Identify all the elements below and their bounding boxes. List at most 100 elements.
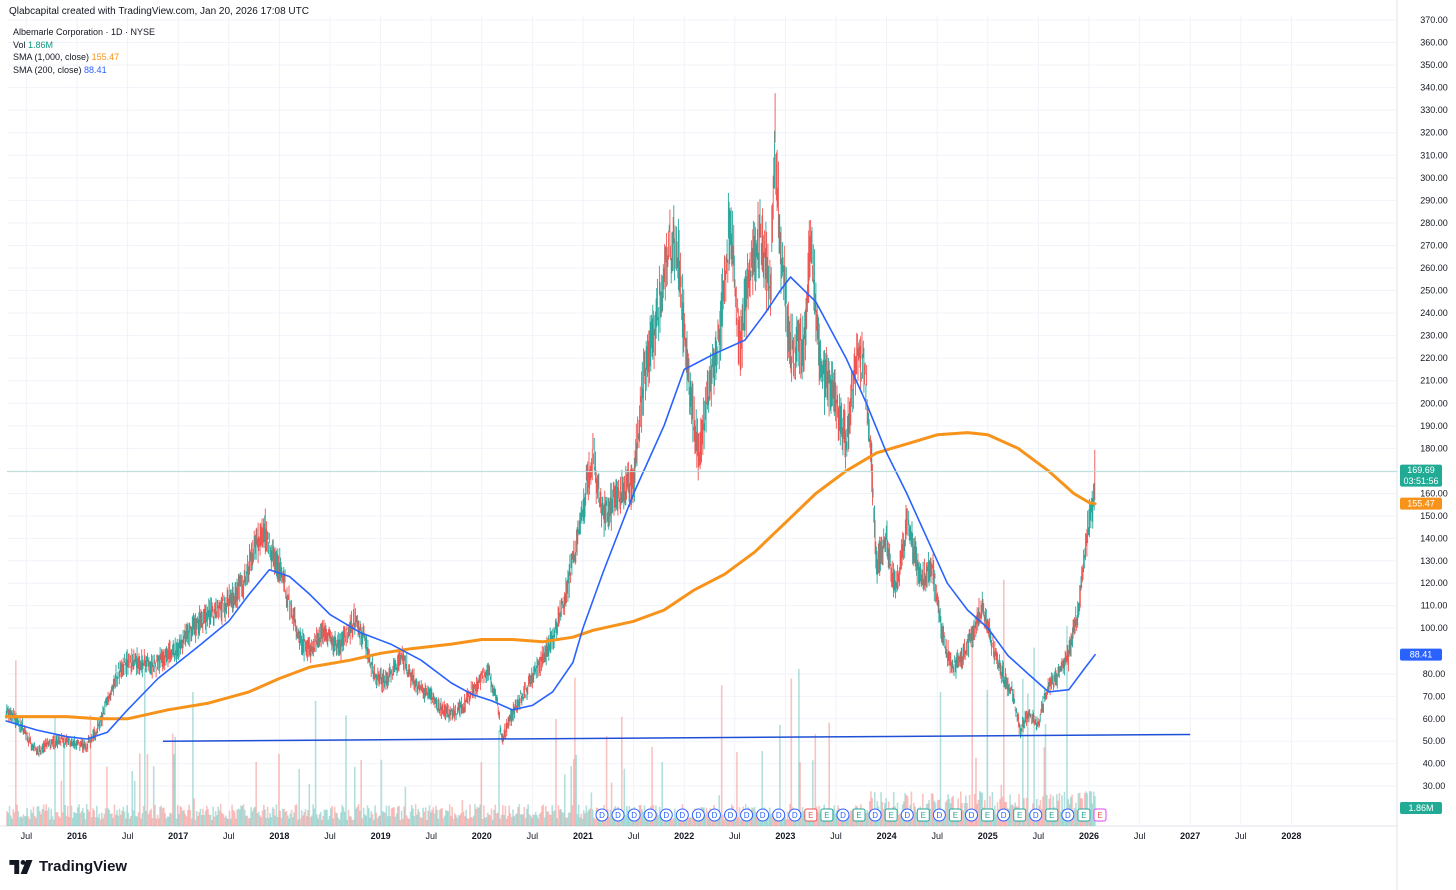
- volume-bar: [557, 805, 560, 826]
- volume-bar: [386, 816, 389, 826]
- x-tick-label: 2019: [371, 831, 391, 841]
- support-trend-line[interactable]: [163, 733, 1191, 742]
- dividend-marker[interactable]: D: [627, 808, 641, 822]
- earnings-marker[interactable]: E: [1077, 808, 1091, 822]
- volume-bar: [547, 811, 550, 826]
- volume-bar: [203, 814, 206, 826]
- volume-bars: [6, 579, 1096, 826]
- dividend-marker[interactable]: D: [964, 808, 978, 822]
- tradingview-brand[interactable]: TradingView: [9, 858, 127, 875]
- sma1000-badge[interactable]: 155.47: [1400, 497, 1442, 510]
- volume-bar: [314, 700, 317, 826]
- y-tick-label: 30.00: [1423, 781, 1446, 791]
- volume-bar: [275, 804, 278, 826]
- earnings-marker[interactable]: E: [804, 808, 818, 822]
- dividend-marker[interactable]: D: [740, 808, 754, 822]
- dividend-marker[interactable]: D: [868, 808, 882, 822]
- marker-shape: [1013, 808, 1027, 822]
- dividend-marker[interactable]: D: [788, 808, 802, 822]
- volume-bar: [424, 807, 427, 826]
- volume-bar: [481, 819, 484, 826]
- dividend-marker[interactable]: D: [707, 808, 721, 822]
- volume-bar: [145, 810, 147, 826]
- marker-shape: [1093, 808, 1107, 822]
- volume-bar: [708, 819, 710, 826]
- volume-legend[interactable]: Vol 1.86M: [13, 39, 155, 52]
- volume-bar: [151, 818, 154, 826]
- sma200-legend[interactable]: SMA (200, close) 88.41: [13, 64, 155, 77]
- sma200-line[interactable]: [5, 276, 1096, 740]
- volume-bar: [577, 804, 580, 826]
- volume-badge[interactable]: 1.86M: [1400, 802, 1442, 814]
- volume-bar: [255, 762, 257, 826]
- volume-bar: [427, 810, 429, 826]
- volume-bar: [508, 805, 510, 826]
- volume-bar: [770, 814, 772, 826]
- volume-bar: [803, 811, 805, 826]
- dividend-marker[interactable]: D: [1061, 808, 1075, 822]
- dividend-marker[interactable]: D: [691, 808, 705, 822]
- volume-bar: [817, 811, 819, 826]
- marker-shape: [948, 808, 962, 822]
- earnings-marker[interactable]: E: [820, 808, 834, 822]
- earnings-marker[interactable]: E: [1045, 808, 1059, 822]
- marker-shape: [852, 808, 866, 822]
- earnings-marker[interactable]: E: [1093, 808, 1107, 822]
- volume-bar: [413, 816, 416, 826]
- sma1000-legend[interactable]: SMA (1,000, close) 155.47: [13, 51, 155, 64]
- sma200-badge[interactable]: 88.41: [1400, 648, 1442, 661]
- volume-bar: [266, 806, 269, 826]
- earnings-marker[interactable]: E: [1013, 808, 1027, 822]
- volume-bar: [531, 817, 533, 826]
- earnings-marker[interactable]: E: [981, 808, 995, 822]
- volume-bar: [379, 815, 381, 826]
- last-price-badge-text: 169.69: [1407, 465, 1435, 475]
- volume-bar: [779, 724, 781, 826]
- volume-bar: [541, 805, 543, 826]
- earnings-marker[interactable]: E: [948, 808, 962, 822]
- dividend-marker[interactable]: D: [772, 808, 786, 822]
- volume-bar: [529, 815, 532, 826]
- volume-bar: [20, 816, 22, 826]
- y-tick-label: 70.00: [1423, 691, 1446, 701]
- volume-bar: [536, 815, 538, 826]
- dividend-marker[interactable]: D: [1029, 808, 1043, 822]
- volume-bar: [442, 818, 445, 826]
- marker-shape: [724, 808, 738, 822]
- volume-bar: [83, 812, 85, 826]
- dividend-marker[interactable]: D: [997, 808, 1011, 822]
- sma1000-line[interactable]: [4, 431, 1097, 721]
- dividend-marker[interactable]: D: [932, 808, 946, 822]
- volume-bar: [183, 809, 185, 826]
- dividend-marker[interactable]: D: [756, 808, 770, 822]
- volume-bar: [435, 805, 437, 826]
- dividend-marker[interactable]: D: [659, 808, 673, 822]
- earnings-marker[interactable]: E: [852, 808, 866, 822]
- volume-bar: [254, 806, 256, 826]
- marker-letter: D: [728, 811, 734, 820]
- earnings-marker[interactable]: E: [884, 808, 898, 822]
- dividend-marker[interactable]: D: [836, 808, 850, 822]
- dividend-marker[interactable]: D: [595, 808, 609, 822]
- dividend-marker[interactable]: D: [900, 808, 914, 822]
- volume-bar: [441, 808, 443, 826]
- volume-bar: [914, 806, 916, 826]
- volume-bar: [360, 759, 362, 826]
- volume-bar: [226, 818, 228, 826]
- volume-bar: [523, 807, 526, 826]
- earnings-marker[interactable]: E: [916, 808, 930, 822]
- volume-bar: [84, 819, 87, 826]
- dividend-marker[interactable]: D: [675, 808, 689, 822]
- dividend-marker[interactable]: D: [611, 808, 625, 822]
- volume-bar: [58, 816, 60, 826]
- dividend-marker[interactable]: D: [643, 808, 657, 822]
- volume-bar: [23, 816, 26, 826]
- volume-bar: [1089, 791, 1091, 826]
- volume-bar: [198, 812, 200, 826]
- dividend-marker[interactable]: D: [724, 808, 738, 822]
- volume-bar: [399, 819, 402, 826]
- volume-bar: [398, 805, 400, 826]
- volume-bar: [491, 819, 494, 826]
